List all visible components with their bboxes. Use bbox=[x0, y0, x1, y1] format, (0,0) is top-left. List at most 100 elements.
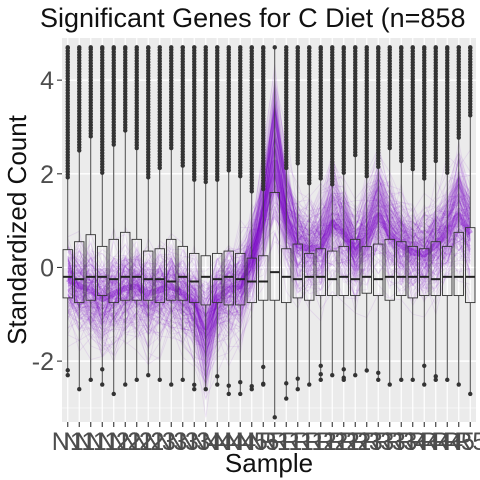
outlier-point bbox=[341, 367, 346, 372]
gene-profile-line bbox=[67, 148, 471, 318]
box-body bbox=[442, 245, 453, 297]
box-10 bbox=[166, 45, 177, 387]
gene-profile-line bbox=[67, 121, 471, 311]
gene-profile-line bbox=[67, 155, 471, 379]
box-7 bbox=[131, 45, 142, 383]
chart-title: Significant Genes for C Diet (n=858 bbox=[40, 3, 465, 33]
box-17 bbox=[246, 45, 257, 392]
outlier-point bbox=[192, 382, 197, 387]
gene-profile-line bbox=[67, 135, 471, 331]
gene-profile-line bbox=[67, 195, 471, 336]
x-tick-label: N4 bbox=[224, 428, 256, 456]
gene-profile-line bbox=[67, 231, 471, 352]
box-6 bbox=[120, 45, 131, 387]
outlier-point bbox=[261, 382, 266, 387]
outlier-point bbox=[249, 387, 254, 392]
x-tick-label: R4 bbox=[408, 428, 440, 456]
gene-profile-line bbox=[67, 217, 471, 307]
box-body bbox=[200, 255, 211, 306]
gene-profile-line bbox=[67, 180, 471, 296]
box-9 bbox=[154, 45, 165, 383]
gene-profile-line bbox=[67, 109, 471, 365]
box-body bbox=[269, 192, 280, 301]
gene-profile-line bbox=[67, 106, 471, 342]
gene-profile-line bbox=[67, 88, 471, 345]
gene-profile-line bbox=[67, 108, 471, 369]
outlier-point bbox=[238, 379, 243, 385]
box-body bbox=[154, 248, 165, 304]
box-1 bbox=[62, 45, 73, 378]
gene-profile-line bbox=[67, 153, 471, 307]
gene-profile-line bbox=[67, 217, 471, 331]
outlier-point bbox=[318, 372, 323, 377]
outlier-point bbox=[272, 415, 277, 420]
y-tick-label: 4 bbox=[40, 67, 54, 95]
gene-profile-line bbox=[67, 189, 471, 300]
gene-profile-line bbox=[67, 167, 471, 329]
outlier-point bbox=[295, 45, 300, 50]
gene-profile-line bbox=[67, 158, 471, 310]
outlier-point bbox=[169, 382, 174, 387]
outlier-point bbox=[134, 45, 139, 50]
gene-profile-line bbox=[67, 166, 471, 292]
gene-profile-line bbox=[67, 144, 471, 350]
box-body bbox=[189, 252, 200, 304]
outlier-point bbox=[226, 383, 231, 388]
x-tick-label: N5 bbox=[236, 428, 268, 456]
x-axis-ticks: N1N1N1N1N2N2N2N2N3N3N3N3N4N4N4N4N5N5R1R1… bbox=[52, 422, 480, 456]
box-body bbox=[373, 243, 384, 297]
box-body bbox=[246, 257, 257, 304]
x-tick-label: R1 bbox=[270, 428, 302, 456]
gene-profile-line bbox=[67, 83, 471, 301]
gene-profile-line bbox=[67, 123, 471, 335]
gene-profile-line bbox=[67, 98, 471, 350]
outlier-point bbox=[272, 45, 277, 50]
x-tick-label: N3 bbox=[144, 428, 176, 456]
gene-profile-line bbox=[67, 156, 471, 316]
outlier-point bbox=[157, 377, 162, 383]
gene-profile-line bbox=[67, 105, 471, 319]
gene-profile-line bbox=[67, 187, 471, 300]
gene-profile-line bbox=[67, 160, 471, 384]
outlier-point bbox=[341, 45, 346, 50]
gene-profile-line bbox=[67, 165, 471, 330]
gene-profile-line bbox=[67, 182, 471, 356]
gene-profile-line bbox=[67, 130, 471, 370]
gene-profile-line bbox=[67, 104, 471, 354]
outlier-point bbox=[88, 377, 93, 383]
gene-profile-line bbox=[67, 158, 471, 350]
x-tick-label: R3 bbox=[362, 428, 394, 456]
gene-profile-line bbox=[67, 163, 471, 375]
box-body bbox=[361, 245, 372, 294]
gene-profile-line bbox=[67, 178, 471, 322]
outlier-point bbox=[192, 45, 197, 50]
gene-profile-line bbox=[67, 166, 471, 281]
box-28 bbox=[373, 45, 384, 383]
gene-profile-line bbox=[67, 146, 471, 357]
y-tick-label: -2 bbox=[32, 348, 54, 376]
gene-profile-line bbox=[67, 96, 471, 358]
gene-profile-line bbox=[67, 132, 471, 364]
gene-profile-line bbox=[67, 129, 471, 324]
outlier-point bbox=[387, 45, 392, 50]
box-24 bbox=[327, 45, 338, 378]
gene-profile-line bbox=[67, 70, 471, 360]
gene-profile-line bbox=[67, 79, 471, 337]
gene-profile-line bbox=[67, 113, 471, 339]
gene-profile-line bbox=[67, 112, 471, 334]
gene-profile-line bbox=[67, 158, 471, 309]
y-axis-title: Standardized Count bbox=[2, 114, 32, 345]
gene-profile-line bbox=[67, 87, 471, 340]
box-body bbox=[166, 238, 177, 301]
gene-profile-line bbox=[67, 206, 471, 350]
gene-profile-line bbox=[67, 117, 471, 338]
gene-profile-line bbox=[67, 148, 471, 335]
outlier-point bbox=[261, 364, 266, 370]
outlier-point bbox=[215, 374, 220, 379]
gene-profile-line bbox=[67, 106, 471, 346]
gene-profile-line bbox=[67, 177, 471, 318]
gene-profile-line bbox=[67, 163, 471, 311]
outlier-point bbox=[215, 45, 220, 50]
gene-profile-line bbox=[67, 136, 471, 342]
gene-profile-line bbox=[67, 186, 471, 299]
